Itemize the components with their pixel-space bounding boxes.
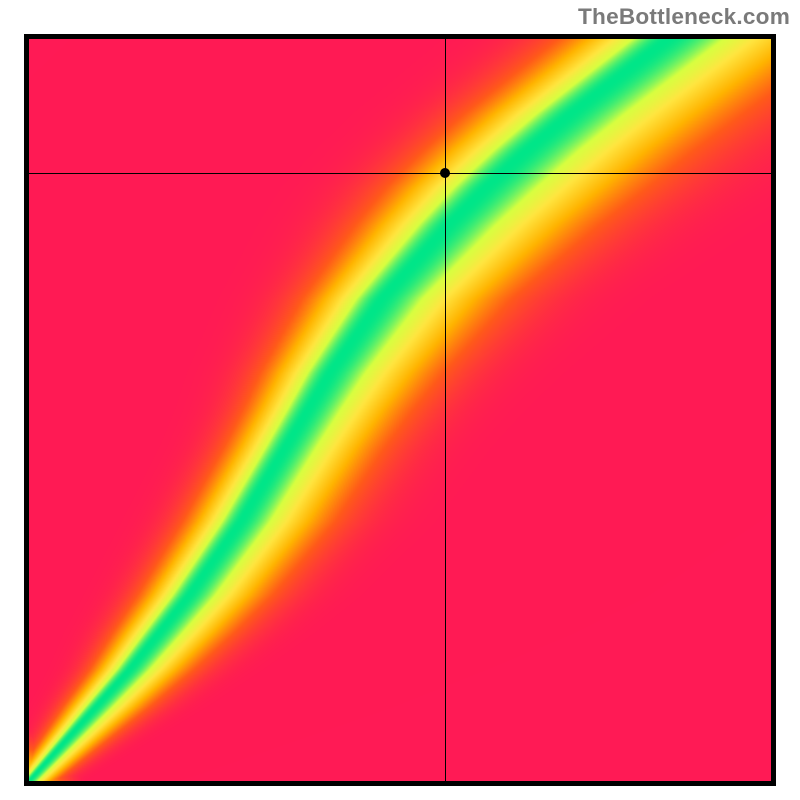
heatmap-canvas [29, 39, 771, 781]
chart-container: TheBottleneck.com [0, 0, 800, 800]
watermark-text: TheBottleneck.com [578, 4, 790, 30]
chart-frame [24, 34, 776, 786]
crosshair-marker [440, 168, 450, 178]
crosshair-horizontal-line [29, 173, 771, 174]
crosshair-vertical-line [445, 39, 446, 781]
